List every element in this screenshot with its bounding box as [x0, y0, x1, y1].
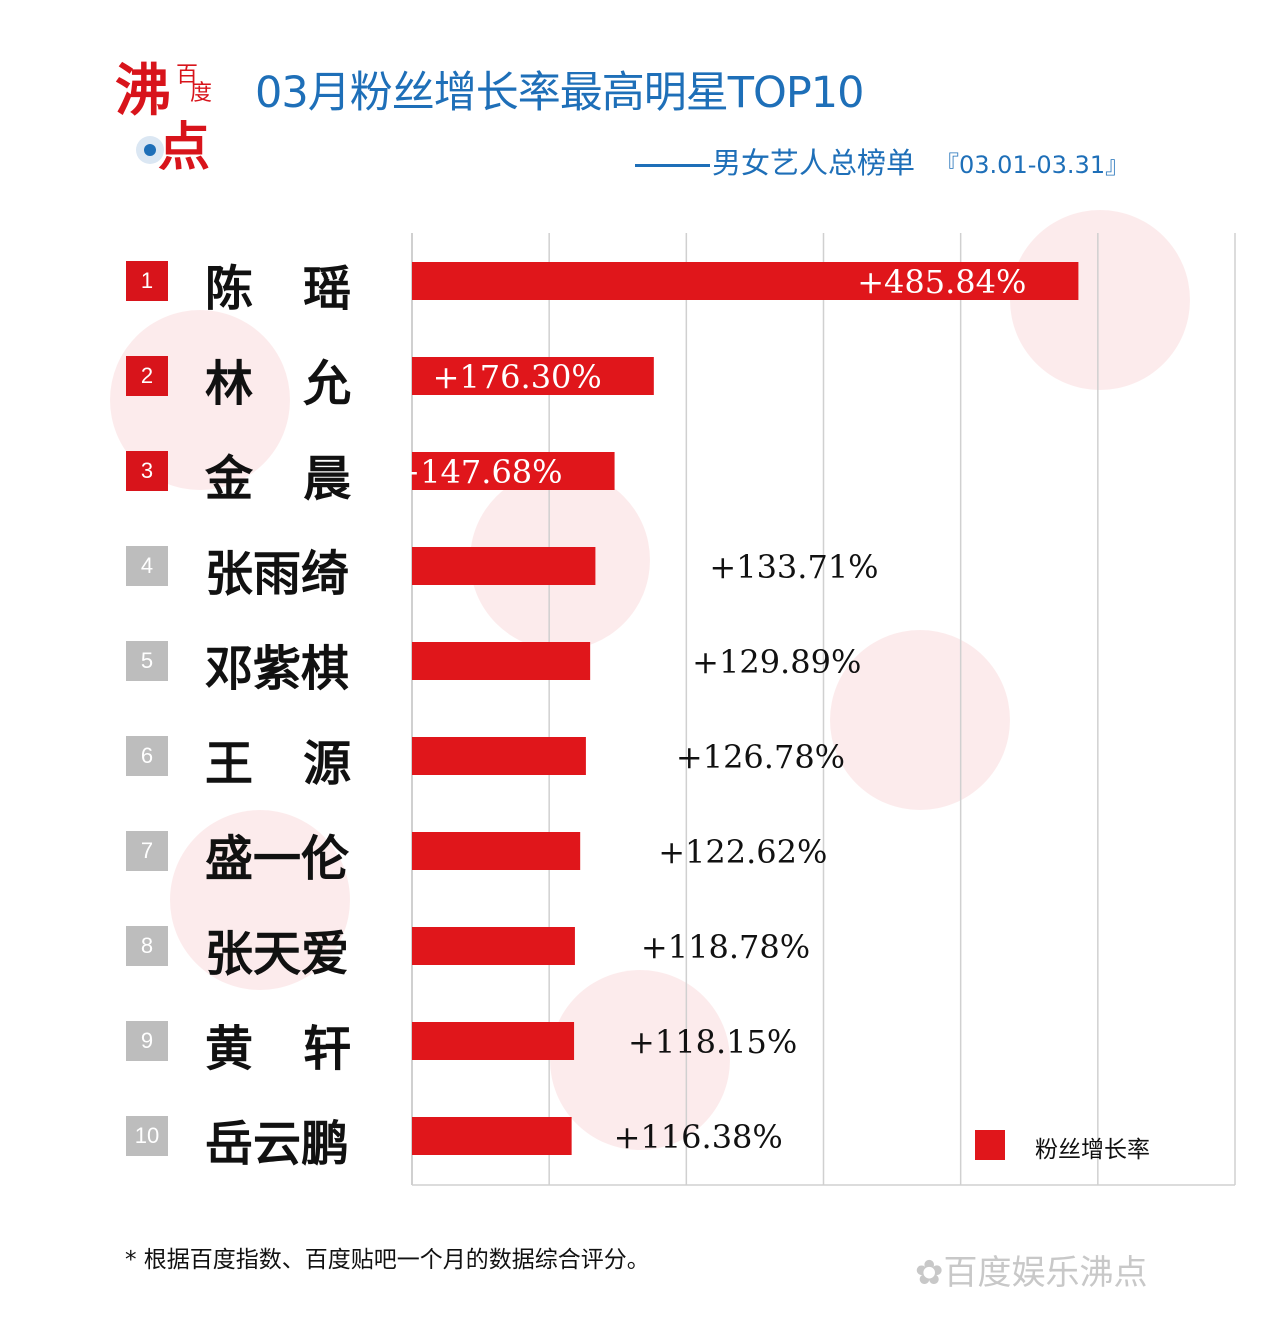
bar: [412, 357, 654, 395]
svg-text:沸: 沸: [115, 59, 171, 124]
category-label: 盛一伦: [205, 831, 350, 887]
footnote: * 根据百度指数、百度贴吧一个月的数据综合评分。: [125, 1247, 650, 1273]
bar: [412, 1022, 575, 1060]
category-label: 张天爱: [205, 926, 350, 982]
svg-text:百: 百: [176, 63, 198, 88]
subtitle-text: 男女艺人总榜单: [712, 146, 916, 180]
category-label: 林 允: [205, 356, 352, 412]
wechat-icon: ✿: [915, 1253, 944, 1293]
category-label: 王 源: [205, 736, 352, 792]
category-label: 张雨绮: [205, 546, 350, 602]
data-label: +118.78%: [641, 928, 810, 966]
legend-label: 粉丝增长率: [1035, 1137, 1150, 1163]
data-label: +133.71%: [709, 548, 878, 586]
bar: [412, 927, 575, 965]
rank-badge: 5: [126, 641, 168, 681]
bar: [412, 737, 586, 775]
data-label: +129.89%: [692, 643, 861, 681]
bar: [412, 642, 591, 680]
data-label: +147.68%: [393, 453, 562, 491]
bar: [412, 262, 1079, 300]
category-label: 岳云鹏: [205, 1116, 350, 1172]
subtitle-dash: [635, 163, 710, 167]
rank-badge: 9: [126, 1021, 168, 1061]
svg-text:度: 度: [190, 81, 212, 106]
data-label: +116.38%: [614, 1118, 783, 1156]
rank-badge: 7: [126, 831, 168, 871]
page-subtitle: 男女艺人总榜单 『03.01-03.31』: [635, 140, 1129, 182]
category-label: 金 晨: [205, 451, 352, 507]
category-label: 黄 轩: [205, 1021, 352, 1077]
brand-text: 百度娱乐沸点: [943, 1253, 1148, 1293]
data-label: +485.84%: [857, 263, 1026, 301]
page-title: 03月粉丝增长率最高明星TOP10: [255, 68, 864, 118]
date-range: 『03.01-03.31』: [935, 151, 1130, 179]
rank-badge: 4: [126, 546, 168, 586]
data-label: +126.78%: [676, 738, 845, 776]
brand-watermark: ✿百度娱乐沸点: [915, 1245, 1148, 1294]
rank-badge: 10: [126, 1116, 168, 1156]
rank-badge: 2: [126, 356, 168, 396]
legend-swatch: [975, 1130, 1005, 1160]
baidu-boiling-logo: 沸 百 度 点: [115, 59, 212, 170]
rank-badge: 8: [126, 926, 168, 966]
bar: [412, 452, 615, 490]
rank-badge: 3: [126, 451, 168, 491]
data-label: +122.62%: [658, 833, 827, 871]
category-label: 陈 瑶: [205, 261, 352, 317]
bar: [412, 832, 581, 870]
svg-text:点: 点: [158, 118, 210, 170]
rank-badge: 1: [126, 261, 168, 301]
data-label: +176.30%: [433, 358, 602, 396]
bar: [412, 547, 596, 585]
bar: [412, 1117, 572, 1155]
rank-badge: 6: [126, 736, 168, 776]
category-label: 邓紫棋: [205, 641, 350, 697]
data-label: +118.15%: [628, 1023, 797, 1061]
